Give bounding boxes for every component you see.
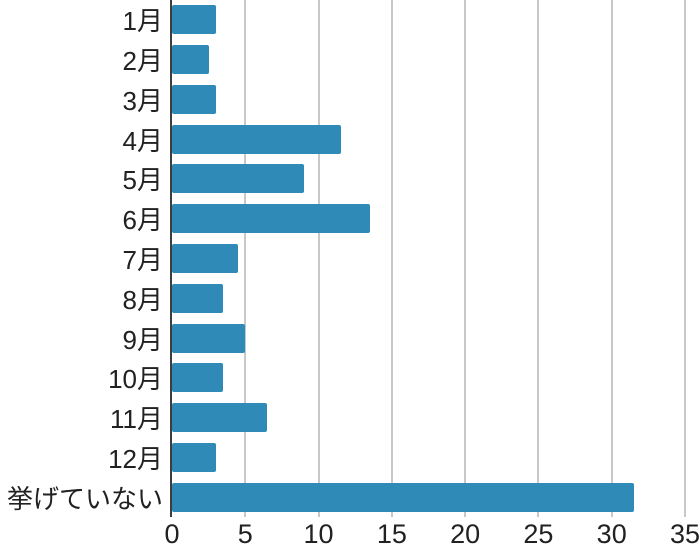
x-tick-label: 30 [596,519,627,549]
category-label: 5月 [122,165,163,196]
x-tick-label: 5 [237,519,253,549]
bar-9月 [172,323,246,353]
bar-挙げていない [172,482,634,512]
category-label: 12月 [108,443,163,474]
x-axis-labels: 0 5 10 15 20 25 30 35 [164,517,700,550]
gridline [390,0,393,517]
bar-12月 [172,442,216,472]
category-label: 7月 [122,244,163,275]
category-label: 10月 [108,364,163,395]
category-label: 1月 [122,6,163,37]
category-label: 11月 [110,404,163,435]
bar-5月 [172,164,304,194]
bar-10月 [172,363,224,393]
bar-11月 [172,403,268,433]
category-label: 挙げていない [6,483,163,514]
category-label: 4月 [122,125,163,156]
gridline [537,0,540,517]
x-tick-label: 10 [303,519,334,549]
y-axis-labels: 1月 2月 3月 4月 5月 6月 7月 8月 9月 10月 11月 12月挙げていない [0,0,163,517]
x-tick-label: 35 [669,519,700,549]
category-label: 8月 [122,284,163,315]
bar-7月 [172,244,238,273]
x-tick-label: 0 [164,519,180,549]
bar-1月 [172,5,216,35]
x-tick-label: 15 [376,519,407,549]
gridline [464,0,467,517]
category-label: 3月 [122,85,163,116]
bar-8月 [172,283,224,313]
bar-6月 [172,204,370,234]
category-label: 2月 [122,46,163,77]
bar-4月 [172,124,341,154]
gridline [684,0,686,517]
plot-area [170,0,686,517]
gridline [610,0,613,517]
x-tick-label: 20 [450,519,481,549]
category-label: 9月 [122,324,163,355]
x-tick-label: 25 [523,519,554,549]
gridline [317,0,320,517]
bar-2月 [172,45,209,75]
category-label: 6月 [122,205,163,236]
bar-3月 [172,84,216,114]
gridline [244,0,247,517]
